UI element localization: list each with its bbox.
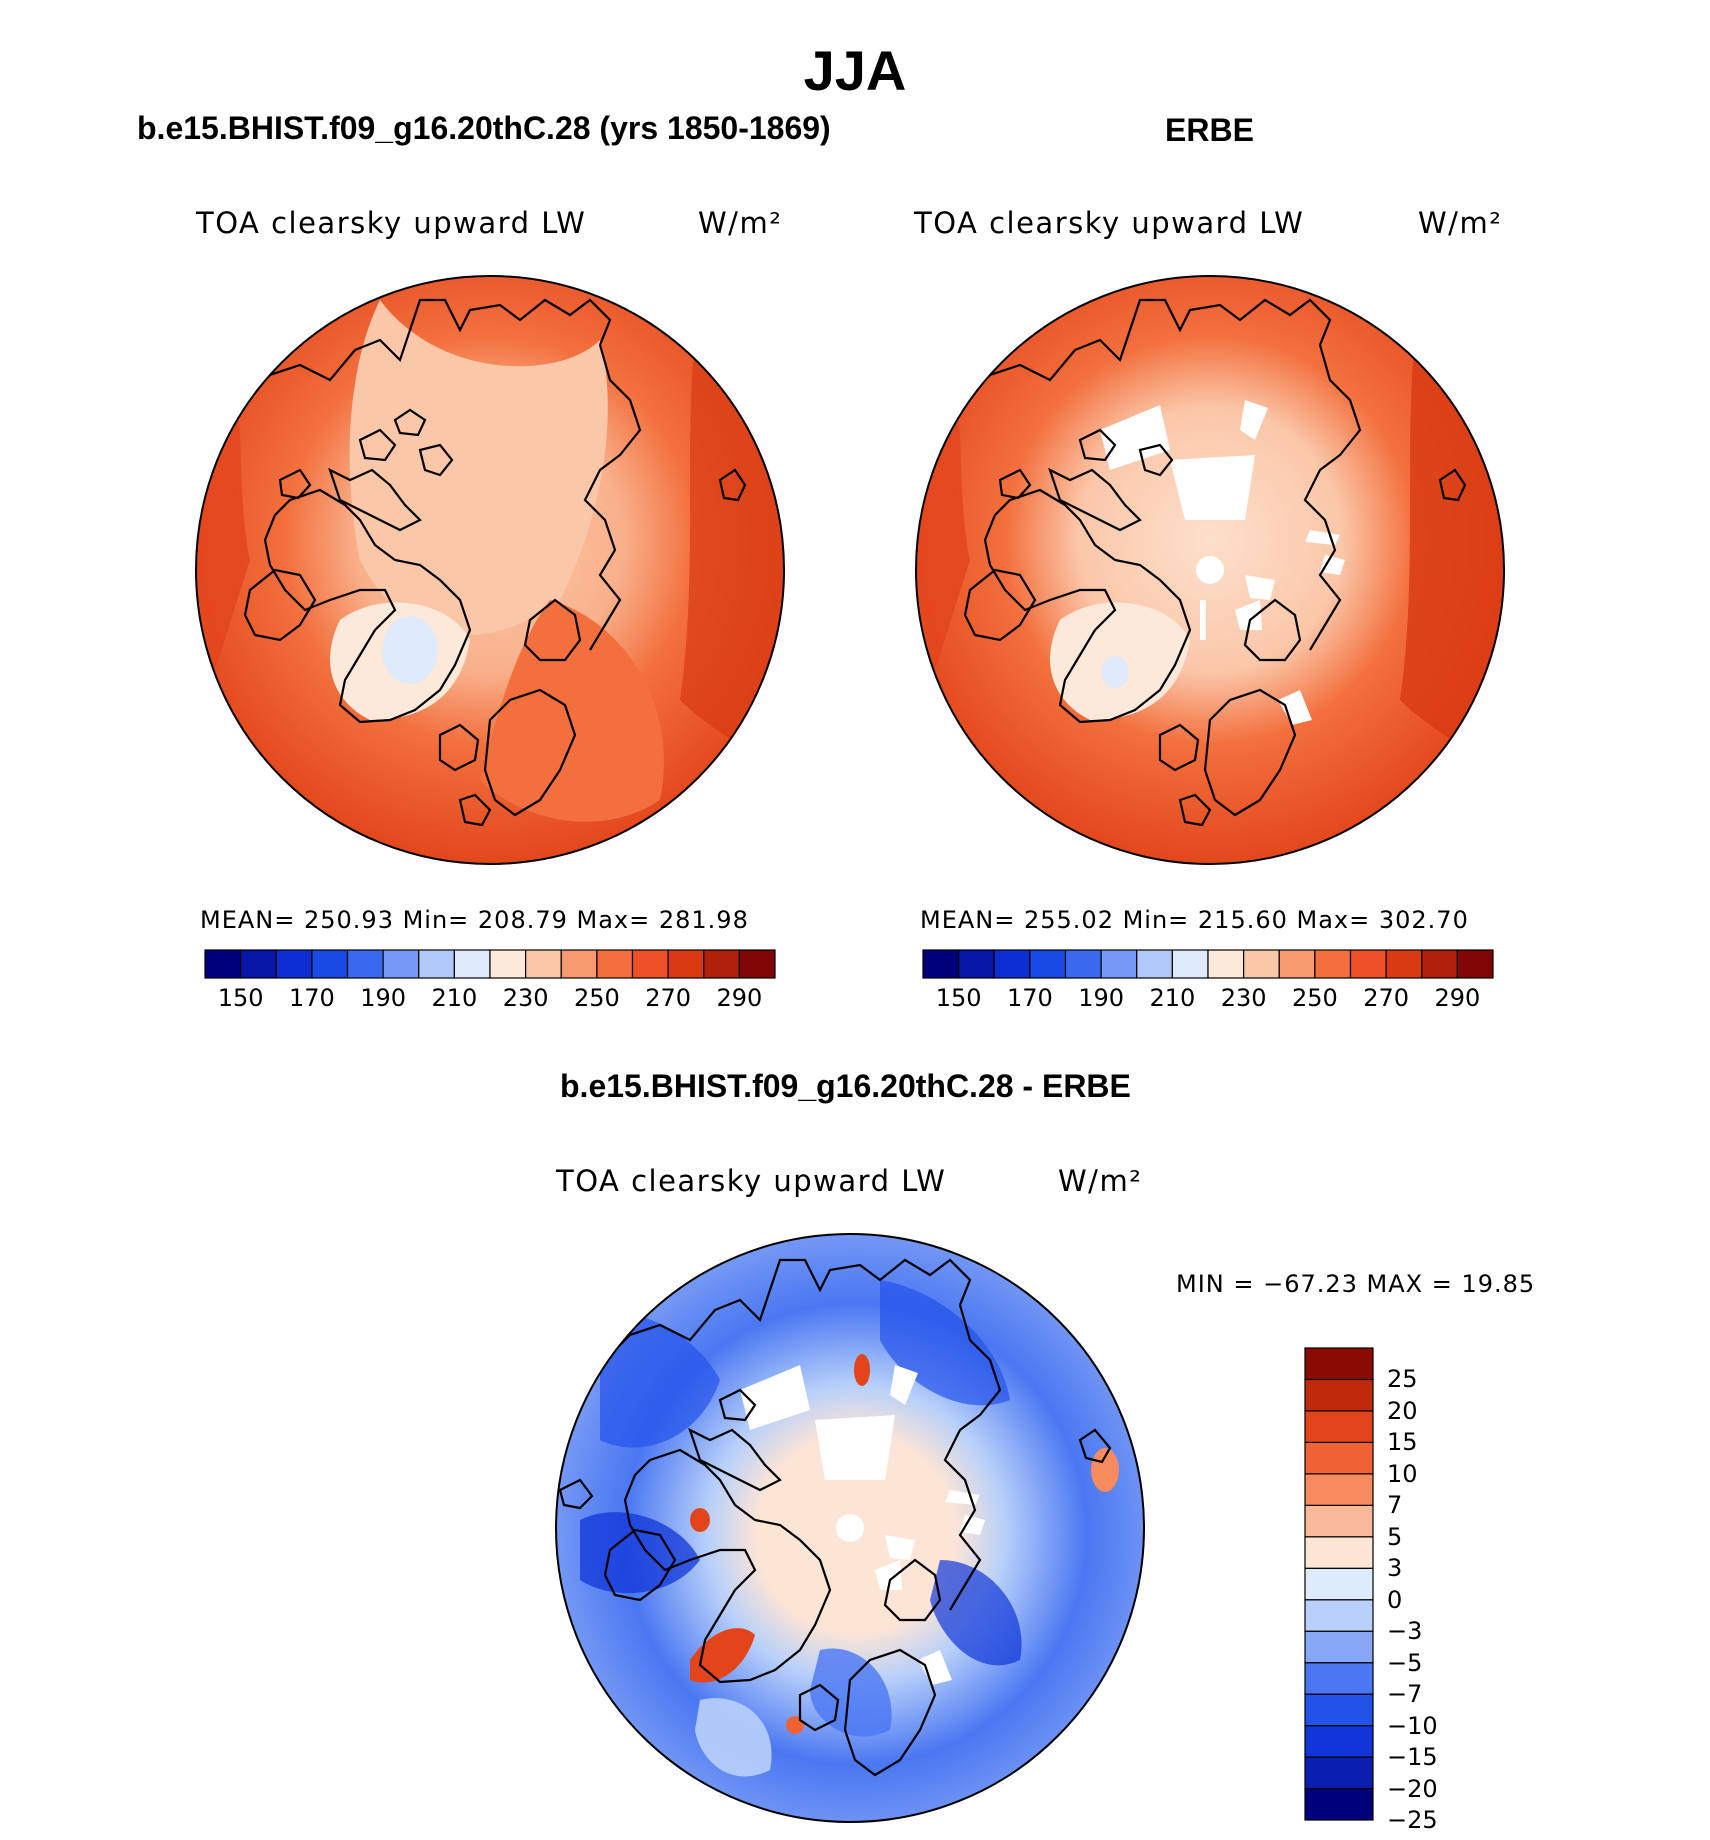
diff-colorbar-swatch [1304,1567,1374,1601]
missing-data-patches [1100,400,1345,725]
obs-colorbar-tick-label: 270 [1363,984,1410,1012]
diff-colorbar-swatch [1304,1662,1374,1695]
model-colorbar-tick-label: 190 [360,984,407,1012]
diff-colorbar-swatch [1304,1536,1374,1569]
diff-colorbar-tick-label: −20 [1387,1774,1438,1803]
diff-colorbar-swatch [1304,1378,1374,1412]
diff-colorbar-tick-label: 5 [1387,1522,1403,1551]
obs-colorbar-swatch [1064,949,1102,979]
diff-colorbar-tick-label: 25 [1387,1365,1418,1394]
obs-colorbar-swatch [1029,949,1067,979]
obs-colorbar-swatch [1385,949,1423,979]
obs-colorbar-tick-label: 170 [1006,984,1053,1012]
diff-colorbar-swatch [1304,1693,1374,1727]
missing-data-patches [740,1365,985,1685]
obs-colorbar-tick-label: 150 [935,984,982,1012]
obs-variable-label: TOA clearsky upward LW [914,206,1305,240]
obs-colorbar-swatch [1100,949,1138,979]
model-colorbar-swatch [275,949,313,979]
obs-colorbar-swatch [1171,949,1209,979]
model-colorbar-tick-label: 270 [645,984,692,1012]
diff-colorbar [1304,1347,1374,1821]
model-colorbar-swatch [489,949,527,979]
model-colorbar-tick-label: 210 [431,984,478,1012]
model-colorbar-swatch [667,949,705,979]
diff-variable-label: TOA clearsky upward LW [556,1164,947,1198]
obs-colorbar-swatch [1456,949,1494,979]
obs-colorbar-swatch [1314,949,1352,979]
diff-colorbar-tick-label: −7 [1387,1680,1423,1709]
diff-colorbar-tick-label: 15 [1387,1428,1418,1457]
obs-polar-map [915,275,1505,865]
model-variable-label: TOA clearsky upward LW [196,206,587,240]
obs-colorbar-swatch [922,949,960,979]
model-colorbar-swatch [596,949,634,979]
obs-panel-heading: ERBE [1165,112,1254,148]
obs-colorbar-swatch [1349,949,1387,979]
figure-title: JJA [803,39,907,102]
obs-colorbar-swatch [958,949,995,979]
diff-colorbar-tick-label: −10 [1387,1711,1438,1740]
obs-stats: MEAN= 255.02 Min= 215.60 Max= 302.70 [920,906,1469,934]
obs-colorbar-swatch [993,949,1031,979]
model-colorbar-tick-label: 170 [288,984,335,1012]
obs-colorbar-swatch [1207,949,1245,979]
model-colorbar-swatch [240,949,277,979]
model-colorbar-swatch [560,949,598,979]
model-units-label: W/m² [698,206,783,240]
obs-colorbar-tick-label: 230 [1220,984,1267,1012]
model-colorbar-swatch [453,949,491,979]
diff-units-label: W/m² [1058,1164,1143,1198]
diff-colorbar-swatch [1304,1410,1374,1444]
model-colorbar-tick-label: 230 [502,984,549,1012]
model-stats: MEAN= 250.93 Min= 208.79 Max= 281.98 [200,906,749,934]
diff-colorbar-tick-label: −3 [1387,1617,1423,1646]
model-colorbar-swatch [631,949,669,979]
model-colorbar-tick-label: 290 [716,984,763,1012]
diff-colorbar-swatch [1304,1347,1374,1381]
model-colorbar-swatch [346,949,384,979]
model-colorbar-swatch [703,949,740,979]
diff-colorbar-swatch [1304,1473,1374,1506]
diff-colorbar-tick-label: −25 [1387,1806,1438,1834]
diff-colorbar-tick-label: 20 [1387,1396,1418,1425]
model-colorbar-tick-label: 150 [217,984,264,1012]
diff-colorbar-swatch [1304,1630,1374,1664]
diff-colorbar-swatch [1304,1504,1374,1538]
obs-colorbar-tick-label: 210 [1149,984,1196,1012]
obs-colorbar-swatch [1243,949,1280,979]
obs-units-label: W/m² [1418,206,1503,240]
model-colorbar-swatch [738,949,776,979]
diff-colorbar-tick-label: 7 [1387,1491,1403,1520]
model-colorbar-swatch [204,949,242,979]
model-colorbar-swatch [525,949,562,979]
model-colorbar-swatch [311,949,349,979]
diff-colorbar-swatch [1304,1599,1374,1632]
obs-colorbar-swatch [1136,949,1173,979]
diff-panel-heading: b.e15.BHIST.f09_g16.20thC.28 - ERBE [560,1068,1131,1104]
diff-colorbar-swatch [1304,1756,1374,1790]
model-polar-map [195,275,785,865]
model-colorbar-swatch [382,949,420,979]
diff-colorbar-tick-label: 10 [1387,1459,1418,1488]
obs-colorbar-tick-label: 250 [1291,984,1338,1012]
obs-colorbar-tick-label: 290 [1434,984,1481,1012]
diff-colorbar-tick-label: 3 [1387,1554,1403,1583]
model-colorbar-tick-label: 250 [573,984,620,1012]
model-panel-heading: b.e15.BHIST.f09_g16.20thC.28 (yrs 1850-1… [137,110,831,146]
diff-colorbar-tick-label: 0 [1387,1585,1403,1614]
diff-colorbar-swatch [1304,1787,1374,1821]
diff-colorbar-swatch [1304,1724,1374,1758]
obs-colorbar-swatch [1421,949,1458,979]
diff-stats: MIN = −67.23 MAX = 19.85 [1176,1270,1536,1298]
diff-colorbar-swatch [1304,1441,1374,1475]
obs-colorbar [922,949,1494,979]
diff-colorbar-tick-label: −5 [1387,1648,1423,1677]
model-colorbar-swatch [418,949,455,979]
model-colorbar [204,949,776,979]
diff-polar-map [555,1233,1145,1823]
diff-colorbar-tick-label: −15 [1387,1743,1438,1772]
obs-colorbar-swatch [1278,949,1316,979]
obs-colorbar-tick-label: 190 [1078,984,1125,1012]
